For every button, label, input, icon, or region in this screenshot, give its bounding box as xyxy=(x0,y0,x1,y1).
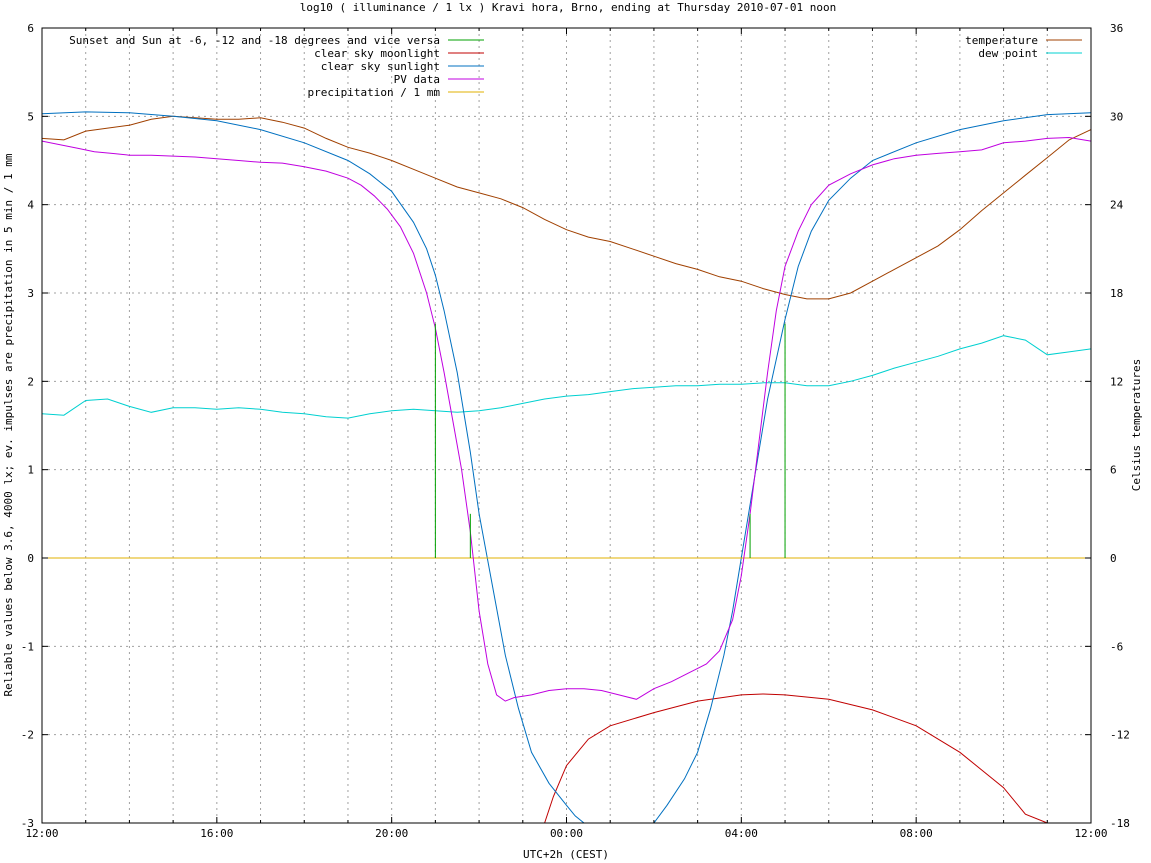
y-tick-label: 1 xyxy=(27,464,34,477)
series-line-clear-sky-moonlight xyxy=(544,693,1048,823)
axis-ticks: 12:00 16:00 20:00 00:00 04:00 08:00 12:00-3-2-… xyxy=(21,22,1130,840)
y-tick-label: 5 xyxy=(27,110,34,123)
y2-tick-label: 24 xyxy=(1110,199,1124,212)
legend-left-label: clear sky moonlight xyxy=(314,47,440,60)
x-tick-label: 00:00 xyxy=(550,827,583,840)
y2-tick-label: -12 xyxy=(1110,729,1130,742)
series-line-clear-sky-sunlight xyxy=(42,111,1091,823)
y2-tick-label: 12 xyxy=(1110,375,1123,388)
x-tick-label: 12:00 xyxy=(1074,827,1107,840)
y-axis-label: Reliable values below 3.6, 4000 lx; ev. … xyxy=(2,153,15,696)
legend-right-label: dew point xyxy=(978,47,1038,60)
y2-tick-label: 36 xyxy=(1110,22,1123,35)
y-tick-label: -1 xyxy=(21,640,34,653)
y2-tick-label: -18 xyxy=(1110,817,1130,830)
y-tick-label: -2 xyxy=(21,729,34,742)
y2-tick-label: -6 xyxy=(1110,640,1123,653)
legend-left-label: clear sky sunlight xyxy=(321,60,440,73)
y-tick-label: 6 xyxy=(27,22,34,35)
x-tick-label: 08:00 xyxy=(900,827,933,840)
series-line-dew-point xyxy=(42,335,1091,419)
grid-lines xyxy=(42,28,1091,823)
y2-axis-label: Celsius temperatures xyxy=(1130,359,1143,491)
x-tick-label: 04:00 xyxy=(725,827,758,840)
legend-left-label: precipitation / 1 mm xyxy=(308,86,441,99)
y-tick-label: 3 xyxy=(27,287,34,300)
x-tick-label: 16:00 xyxy=(200,827,233,840)
chart-title: log10 ( illuminance / 1 lx ) Kravi hora,… xyxy=(300,1,836,14)
x-axis-label: UTC+2h (CEST) xyxy=(523,848,609,861)
legend-right-label: temperature xyxy=(965,34,1038,47)
y2-tick-label: 6 xyxy=(1110,464,1117,477)
legend-left: Sunset and Sun at -6, -12 and -18 degree… xyxy=(69,34,484,99)
series-line-pv-data xyxy=(42,136,1091,702)
y-tick-label: -3 xyxy=(21,817,34,830)
legend-left-label: PV data xyxy=(394,73,440,86)
y2-tick-label: 30 xyxy=(1110,110,1123,123)
x-tick-label: 20:00 xyxy=(375,827,408,840)
y2-tick-label: 18 xyxy=(1110,287,1123,300)
data-series xyxy=(42,111,1091,823)
y-tick-label: 2 xyxy=(27,375,34,388)
y-tick-label: 4 xyxy=(27,199,34,212)
y2-tick-label: 0 xyxy=(1110,552,1117,565)
legend-left-label: Sunset and Sun at -6, -12 and -18 degree… xyxy=(69,34,440,47)
y-tick-label: 0 xyxy=(27,552,34,565)
series-line-temperature xyxy=(42,115,1091,300)
x-tick-label: 12:00 xyxy=(25,827,58,840)
